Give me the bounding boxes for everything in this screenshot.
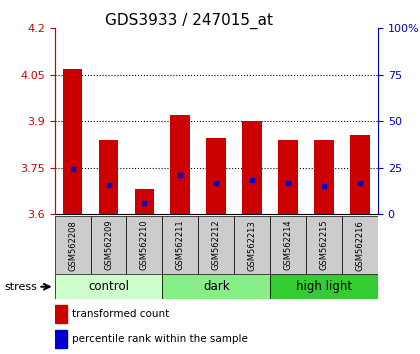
Bar: [55, 274, 163, 299]
Bar: [91, 216, 126, 274]
Bar: [342, 216, 378, 274]
Text: dark: dark: [203, 280, 230, 293]
Bar: [163, 216, 198, 274]
Text: GDS3933 / 247015_at: GDS3933 / 247015_at: [105, 12, 273, 29]
Text: GSM562212: GSM562212: [212, 220, 221, 270]
Bar: [206, 138, 226, 214]
Text: GSM562210: GSM562210: [140, 220, 149, 270]
Bar: [314, 140, 334, 214]
Text: GSM562215: GSM562215: [320, 220, 328, 270]
Bar: [171, 115, 190, 214]
Bar: [126, 216, 163, 274]
Bar: [55, 330, 67, 348]
Bar: [278, 140, 298, 214]
Text: high light: high light: [296, 280, 352, 293]
Text: GSM562208: GSM562208: [68, 220, 77, 270]
Text: stress: stress: [4, 282, 37, 292]
Bar: [242, 121, 262, 214]
Bar: [55, 306, 67, 323]
Bar: [270, 216, 306, 274]
Bar: [163, 274, 270, 299]
Text: percentile rank within the sample: percentile rank within the sample: [72, 334, 248, 344]
Text: GSM562214: GSM562214: [284, 220, 293, 270]
Bar: [55, 216, 91, 274]
Bar: [270, 274, 378, 299]
Text: GSM562213: GSM562213: [248, 220, 257, 270]
Text: transformed count: transformed count: [72, 309, 170, 319]
Bar: [234, 216, 270, 274]
Bar: [134, 189, 154, 214]
Text: GSM562216: GSM562216: [356, 220, 365, 270]
Bar: [306, 216, 342, 274]
Bar: [198, 216, 234, 274]
Text: GSM562211: GSM562211: [176, 220, 185, 270]
Text: control: control: [88, 280, 129, 293]
Text: GSM562209: GSM562209: [104, 220, 113, 270]
Bar: [350, 135, 370, 214]
Bar: [99, 140, 118, 214]
Bar: [63, 69, 82, 214]
